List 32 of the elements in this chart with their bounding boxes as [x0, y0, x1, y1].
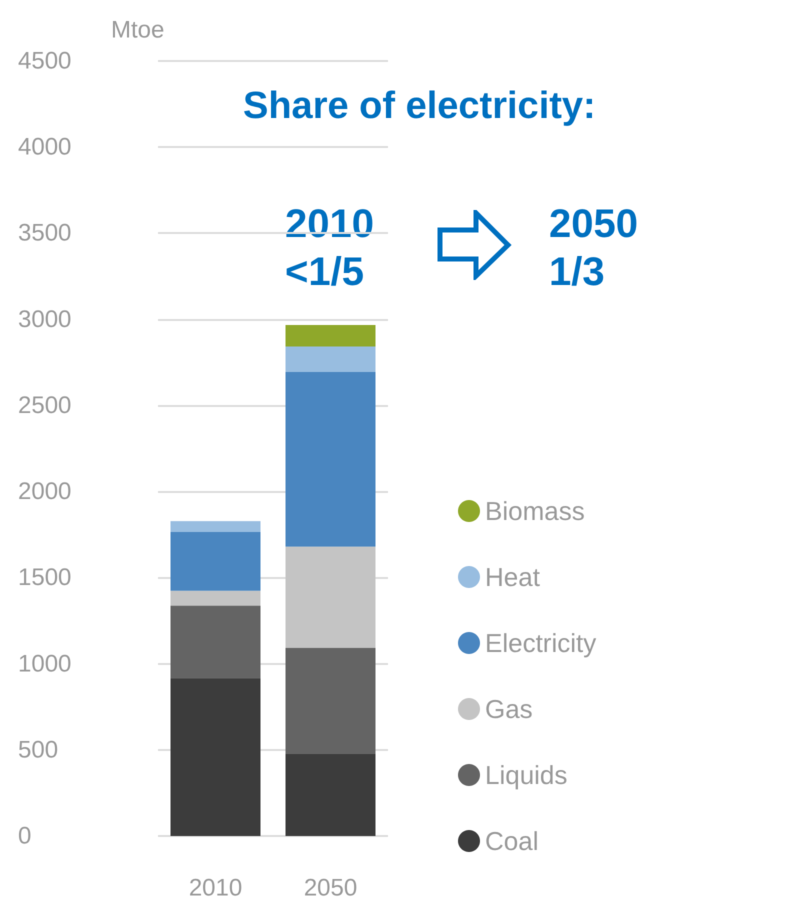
x-tick-label: 2010	[188, 874, 242, 902]
legend-label: Electricity	[485, 628, 596, 658]
y-axis-title: Mtoe	[111, 16, 164, 44]
y-tick-label: 2500	[18, 392, 72, 419]
legend-label: Gas	[485, 694, 533, 724]
legend-label: Liquids	[485, 760, 568, 790]
bar	[286, 754, 376, 836]
bar	[170, 590, 260, 606]
y-tick-label: 500	[18, 736, 58, 764]
y-tick-label: 4500	[18, 48, 72, 74]
bar	[286, 546, 376, 648]
bar	[170, 532, 260, 591]
bar	[170, 606, 260, 678]
y-tick-label: 1500	[18, 564, 72, 592]
bar	[286, 346, 376, 372]
text: 2050 1/3	[549, 202, 638, 294]
y-tick-label: 3000	[18, 306, 72, 333]
legend-label: Coal	[485, 826, 538, 856]
legend-label: Heat	[485, 562, 541, 592]
bar	[286, 648, 376, 754]
y-tick-label: 3500	[18, 220, 72, 247]
y-tick-label: 1000	[18, 650, 72, 678]
legend-label: Biomass	[485, 496, 585, 526]
annotation: Share of electricity:	[243, 84, 596, 127]
y-tick-label: 4000	[18, 134, 72, 161]
bar	[286, 325, 376, 347]
bar	[286, 372, 376, 547]
x-tick-label: 2050	[304, 874, 358, 902]
y-tick-label: 2000	[18, 478, 72, 506]
bar	[170, 678, 260, 836]
y-tick-label: 0	[18, 822, 32, 850]
bar	[170, 521, 260, 532]
